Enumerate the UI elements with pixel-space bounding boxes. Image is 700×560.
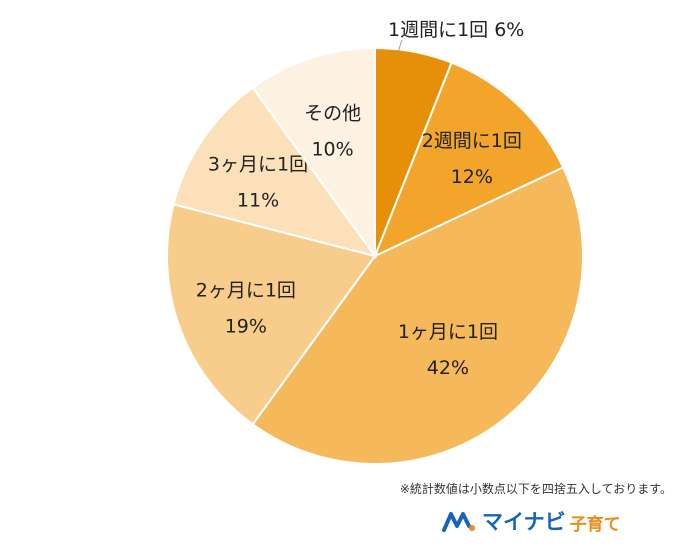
slice-label: 3ヶ月に1回 — [208, 153, 308, 175]
slice-label: 2週間に1回 — [422, 130, 522, 152]
pie-slice — [166, 203, 377, 426]
slice-label: その他 — [304, 102, 361, 124]
logo-sub-text: 子育て — [569, 515, 621, 535]
slice-value-label: 10% — [311, 138, 353, 160]
slice-value-label: 11% — [237, 189, 279, 211]
footnote: ※統計数値は小数点以下を四捨五入しております。 — [399, 482, 672, 496]
slice-value-label: 12% — [451, 166, 493, 188]
slice-value-label: 42% — [427, 357, 469, 379]
pie-slice — [251, 166, 584, 465]
slice-value-label: 19% — [225, 316, 267, 338]
logo-main-text: マイナビ — [482, 510, 566, 534]
slice-label: 1週間に1回 6% — [388, 19, 524, 41]
mynavi-kosodate-logo: マイナビ 子育て — [442, 505, 642, 537]
slice-label: 2ヶ月に1回 — [196, 280, 296, 302]
leader-line — [397, 39, 403, 53]
pie-slice — [172, 86, 378, 258]
pie-slice — [373, 61, 565, 258]
logo-mark-icon — [442, 512, 475, 532]
slice-label: 1ヶ月に1回 — [398, 321, 498, 343]
pie-slice — [251, 46, 376, 260]
